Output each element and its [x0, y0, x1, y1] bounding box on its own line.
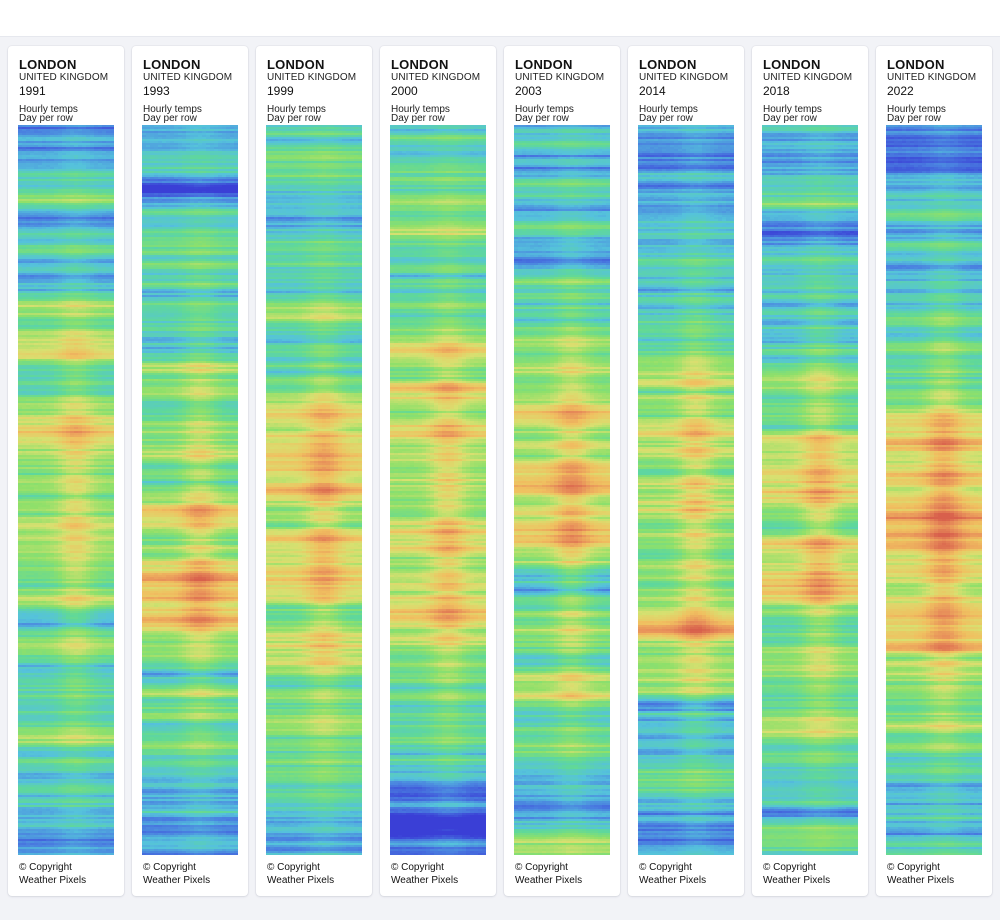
- card-description-hourly: Hourly temps: [391, 104, 450, 115]
- temperature-heatmap: [762, 125, 858, 855]
- card-country: UNITED KINGDOM: [763, 72, 853, 83]
- card-city: LONDON: [19, 57, 77, 72]
- card-country: UNITED KINGDOM: [267, 72, 357, 83]
- card-description-hourly: Hourly temps: [887, 104, 946, 115]
- card-description-hourly: Hourly temps: [639, 104, 698, 115]
- heatmap-card[interactable]: LONDON UNITED KINGDOM 2003 Hourly temps …: [504, 46, 620, 896]
- card-year: 1993: [143, 84, 170, 98]
- card-description-hourly: Hourly temps: [19, 104, 78, 115]
- copyright-owner: Weather Pixels: [887, 875, 955, 886]
- card-year: 1991: [19, 84, 46, 98]
- heatmap-card[interactable]: LONDON UNITED KINGDOM 2014 Hourly temps …: [628, 46, 744, 896]
- temperature-heatmap: [638, 125, 734, 855]
- copyright-line: © Copyright: [639, 862, 692, 873]
- card-country: UNITED KINGDOM: [143, 72, 233, 83]
- card-city: LONDON: [763, 57, 821, 72]
- card-description-rows: Day per row: [763, 113, 817, 124]
- card-country: UNITED KINGDOM: [515, 72, 605, 83]
- copyright-owner: Weather Pixels: [19, 875, 87, 886]
- card-city: LONDON: [267, 57, 325, 72]
- copyright-line: © Copyright: [887, 862, 940, 873]
- card-country: UNITED KINGDOM: [19, 72, 109, 83]
- copyright-owner: Weather Pixels: [143, 875, 211, 886]
- copyright-owner: Weather Pixels: [639, 875, 707, 886]
- copyright-line: © Copyright: [19, 862, 72, 873]
- card-city: LONDON: [639, 57, 697, 72]
- temperature-heatmap: [142, 125, 238, 855]
- copyright-owner: Weather Pixels: [763, 875, 831, 886]
- temperature-heatmap: [514, 125, 610, 855]
- temperature-heatmap: [886, 125, 982, 855]
- card-country: UNITED KINGDOM: [887, 72, 977, 83]
- temperature-heatmap: [266, 125, 362, 855]
- card-description-hourly: Hourly temps: [515, 104, 574, 115]
- top-bar: [0, 0, 1000, 37]
- card-year: 2022: [887, 84, 914, 98]
- heatmap-card[interactable]: LONDON UNITED KINGDOM 2022 Hourly temps …: [876, 46, 992, 896]
- copyright-owner: Weather Pixels: [267, 875, 335, 886]
- heatmap-card[interactable]: LONDON UNITED KINGDOM 1993 Hourly temps …: [132, 46, 248, 896]
- card-description-rows: Day per row: [19, 113, 73, 124]
- card-description-rows: Day per row: [639, 113, 693, 124]
- copyright-line: © Copyright: [267, 862, 320, 873]
- temperature-heatmap: [18, 125, 114, 855]
- card-year: 2014: [639, 84, 666, 98]
- card-description-rows: Day per row: [515, 113, 569, 124]
- heatmap-card[interactable]: LONDON UNITED KINGDOM 1999 Hourly temps …: [256, 46, 372, 896]
- card-year: 2003: [515, 84, 542, 98]
- card-city: LONDON: [887, 57, 945, 72]
- card-year: 2000: [391, 84, 418, 98]
- copyright-owner: Weather Pixels: [515, 875, 583, 886]
- card-description-rows: Day per row: [143, 113, 197, 124]
- card-city: LONDON: [391, 57, 449, 72]
- card-city: LONDON: [515, 57, 573, 72]
- card-description-hourly: Hourly temps: [143, 104, 202, 115]
- card-city: LONDON: [143, 57, 201, 72]
- card-strip: LONDON UNITED KINGDOM 1991 Hourly temps …: [0, 38, 1000, 920]
- card-country: UNITED KINGDOM: [391, 72, 481, 83]
- card-year: 1999: [267, 84, 294, 98]
- copyright-owner: Weather Pixels: [391, 875, 459, 886]
- card-description-rows: Day per row: [267, 113, 321, 124]
- card-description-rows: Day per row: [887, 113, 941, 124]
- temperature-heatmap: [390, 125, 486, 855]
- copyright-line: © Copyright: [515, 862, 568, 873]
- card-description-rows: Day per row: [391, 113, 445, 124]
- card-year: 2018: [763, 84, 790, 98]
- card-description-hourly: Hourly temps: [267, 104, 326, 115]
- card-country: UNITED KINGDOM: [639, 72, 729, 83]
- card-description-hourly: Hourly temps: [763, 104, 822, 115]
- copyright-line: © Copyright: [391, 862, 444, 873]
- copyright-line: © Copyright: [143, 862, 196, 873]
- heatmap-card[interactable]: LONDON UNITED KINGDOM 2018 Hourly temps …: [752, 46, 868, 896]
- heatmap-card[interactable]: LONDON UNITED KINGDOM 1991 Hourly temps …: [8, 46, 124, 896]
- heatmap-card[interactable]: LONDON UNITED KINGDOM 2000 Hourly temps …: [380, 46, 496, 896]
- copyright-line: © Copyright: [763, 862, 816, 873]
